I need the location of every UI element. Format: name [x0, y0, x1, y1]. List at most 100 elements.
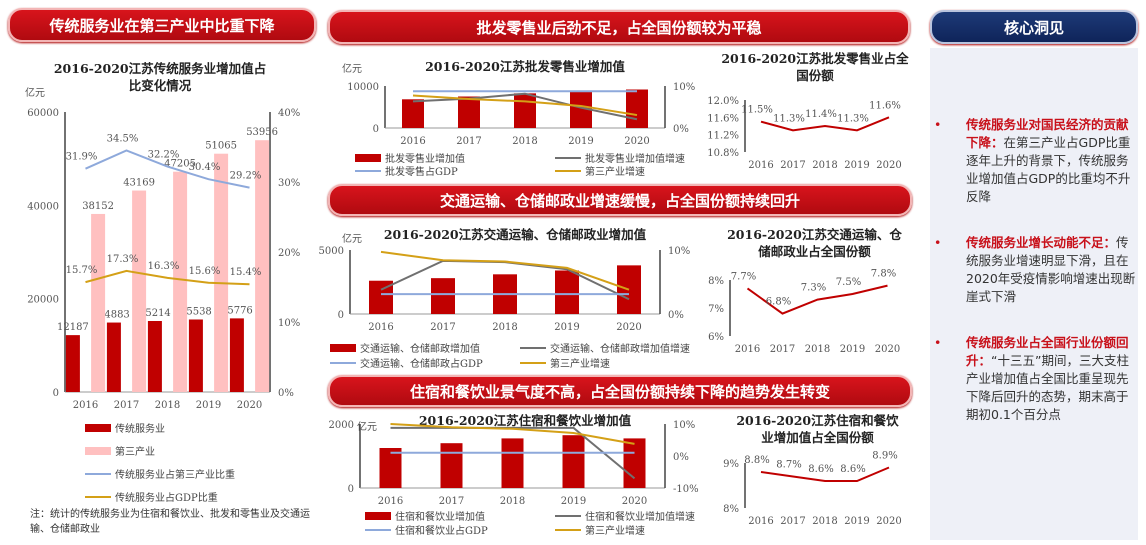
x-tick-label: 2018: [155, 400, 180, 411]
y-tick-label: 10000: [347, 82, 379, 93]
bar: [106, 322, 121, 392]
legend-label: 交通运输、仓储邮政占GDP: [360, 359, 483, 370]
bar: [214, 153, 229, 392]
data-label: 11.5%: [741, 105, 773, 116]
insight-item: • 传统服务业对国民经济的贡献下降：在第三产业占GDP比重逐年上升的背景下，传统服…: [934, 117, 1131, 204]
data-label: 34.5%: [107, 134, 139, 145]
data-label: 15214: [139, 308, 171, 319]
data-label: 6.8%: [766, 297, 791, 308]
series-line: [746, 284, 888, 315]
legend-item: 批发零售占GDP: [355, 163, 458, 178]
bar: [147, 321, 162, 392]
legend-swatch: [365, 511, 391, 520]
bar: [431, 278, 455, 314]
x-tick-label: 2017: [780, 516, 805, 527]
data-label: 11.6%: [869, 100, 901, 111]
footnote: 注：统计的传统服务业为住宿和餐饮业、批发和零售业及交通运输、仓储邮政业: [30, 509, 310, 535]
y-tick-label: 5000: [319, 246, 344, 257]
chart-hotel: 0 2000 -10% 0% 10% 2016 2017 2018 2019 2020: [329, 420, 699, 507]
data-label: 51065: [205, 141, 237, 152]
unit-transport: 亿元: [342, 234, 362, 245]
y2-tick-label: 0%: [668, 310, 684, 321]
legend-label: 第三产业增速: [585, 526, 645, 537]
series-line: [85, 149, 250, 189]
data-label: 15.7%: [66, 265, 98, 276]
x-tick-label: 2017: [114, 400, 139, 411]
chart-title-main: 2016-2020江苏传统服务业增加值占比变化情况: [53, 61, 267, 93]
legend-label: 住宿和餐饮业增加值: [395, 512, 485, 523]
data-label: 16.3%: [148, 261, 180, 272]
legend-swatch: [555, 169, 581, 172]
x-tick-label: 2016: [735, 344, 760, 355]
data-label: 14883: [98, 310, 130, 321]
legend-item: 交通运输、仓储邮政增加值增速: [520, 340, 690, 355]
bar: [229, 318, 244, 392]
data-label: 29.2%: [230, 171, 262, 182]
x-tick-label: 2019: [844, 516, 869, 527]
bar: [458, 96, 480, 128]
legend-swatch: [555, 528, 581, 531]
legend-label: 第三产业: [115, 447, 155, 458]
data-label: 15776: [221, 305, 253, 316]
bar: [570, 91, 592, 128]
bar: [132, 190, 147, 392]
chart-title-hotel: 2016-2020江苏住宿和餐饮业增加值: [418, 413, 632, 428]
y2-tick-label: 40%: [278, 108, 300, 119]
y-tick-label: 20000: [27, 295, 59, 306]
data-label: 11.4%: [805, 109, 837, 120]
legend-swatch: [355, 153, 381, 162]
x-tick-label: 2018: [512, 136, 537, 147]
data-label: 43169: [123, 178, 155, 189]
data-label: 15.6%: [189, 266, 221, 277]
insight-item: • 传统服务业增长动能不足：传统服务业增速明显下滑，且在2020年受疫情影响增速出…: [934, 235, 1136, 304]
x-tick-label: 2019: [554, 322, 579, 333]
legend-item: 住宿和餐饮业增加值: [365, 508, 485, 523]
x-tick-label: 2016: [400, 136, 425, 147]
legend-swatch: [555, 156, 581, 159]
y2-tick-label: 30%: [278, 178, 300, 189]
legend-swatch: [520, 346, 546, 349]
chart-transport: 0 5000 0% 10% 2016 2017 2018 2019 2020: [319, 246, 691, 333]
legend-item: 第三产业: [85, 443, 155, 458]
data-label: 15.4%: [230, 267, 262, 278]
data-label: 11.3%: [837, 113, 869, 124]
y-tick-label: 7%: [708, 304, 724, 315]
legend-item: 住宿和餐饮业增加值增速: [555, 508, 695, 523]
data-label: 8.9%: [872, 451, 897, 462]
data-label: 8.7%: [776, 460, 801, 471]
chart-hotel-share: 8% 9% 2016 2017 2018 2019 2020 8.8% 8.7% 8.6% 8.6%…: [723, 451, 902, 528]
series-line: [85, 269, 250, 286]
series-line: [412, 92, 638, 121]
legend-label: 传统服务业占第三产业比重: [115, 470, 235, 481]
data-label: 7.3%: [801, 283, 826, 294]
legend-label: 交通运输、仓储邮政增加值增速: [550, 344, 690, 355]
legend-swatch: [85, 423, 111, 432]
y-tick-label: 60000: [27, 108, 59, 119]
chart-transport-share: 6% 7% 8% 2016 2017 2018 2019 2020 7.7% 6.8% 7.3% 7.…: [708, 269, 900, 355]
data-label: 7.7%: [731, 271, 756, 282]
y-tick-label: 11.6%: [707, 113, 739, 124]
x-tick-label: 2017: [439, 496, 464, 507]
data-label: 12187: [57, 322, 89, 333]
y2-tick-label: 10%: [673, 82, 695, 93]
banner-left: 传统服务业在第三产业中比重下降: [8, 8, 316, 42]
chart-title-retail: 2016-2020江苏批发零售业增加值: [425, 59, 625, 74]
x-tick-label: 2016: [748, 516, 773, 527]
legend-label: 住宿和餐饮业占GDP: [395, 526, 488, 537]
legend-item: 交通运输、仓储邮政占GDP: [330, 355, 483, 370]
legend-item: 第三产业增速: [555, 163, 645, 178]
series-line: [760, 116, 890, 132]
y-tick-label: 0: [338, 310, 344, 321]
legend-label: 住宿和餐饮业增加值增速: [585, 512, 695, 523]
y2-tick-label: 10%: [278, 318, 300, 329]
legend-item: 传统服务业占第三产业比重: [85, 466, 235, 481]
legend-label: 传统服务业: [115, 424, 165, 435]
data-label: 8.6%: [808, 464, 833, 475]
x-tick-label: 2016: [73, 400, 98, 411]
legend-item: 传统服务业占GDP比重: [85, 489, 218, 504]
legend-swatch: [520, 361, 546, 364]
bar: [501, 438, 524, 488]
banner-hotel: 住宿和餐饮业景气度不高，占全国份额持续下降的趋势发生转变: [328, 375, 912, 407]
legend-swatch: [330, 361, 356, 364]
legend-item: 住宿和餐饮业占GDP: [365, 522, 488, 537]
